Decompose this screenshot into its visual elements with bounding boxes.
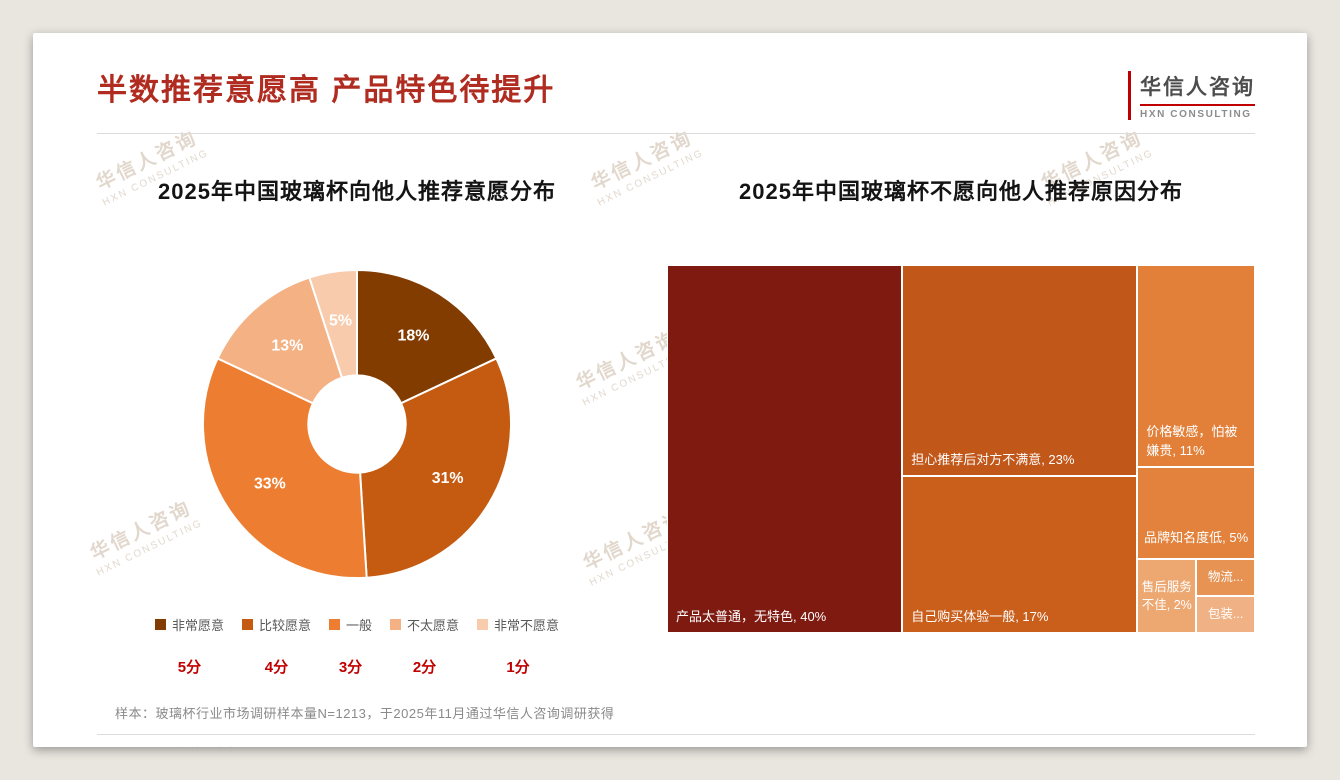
header: 半数推荐意愿高 产品特色待提升 华信人咨询 HXN CONSULTING [97, 71, 1255, 120]
donut-segment [216, 275, 344, 405]
page-title: 半数推荐意愿高 产品特色待提升 [97, 74, 556, 107]
donut-value-label: 31% [432, 470, 464, 487]
website-url: www.hxrcon.com [1158, 745, 1249, 747]
legend-item: 比较愿意 4分 [241, 615, 311, 677]
legend-swatch-icon [390, 618, 401, 630]
treemap-cell-label: 担心推荐后对方不满意, 23% [911, 452, 1075, 468]
donut-segment [202, 356, 368, 579]
donut-segment [359, 356, 513, 579]
copyright-text: ©2026.1 HXR华信人咨询 [103, 744, 237, 747]
treemap-cell: 担心推荐后对方不满意, 23% [902, 264, 1138, 477]
donut-value-label: 33% [254, 475, 286, 492]
legend-item: 非常愿意 5分 [154, 615, 224, 677]
donut-segment [356, 268, 498, 405]
charts-row: 2025年中国玻璃杯向他人推荐意愿分布 18% 31% 33% 13% 5% 非常愿意 5… [97, 134, 1255, 677]
footer: ©2026.1 HXR华信人咨询 www.hxrcon.com [97, 735, 1255, 747]
logo-red-bar-icon [1128, 71, 1131, 120]
legend-item: 非常不愿意 1分 [477, 615, 559, 677]
treemap-chart-title: 2025年中国玻璃杯不愿向他人推荐原因分布 [739, 179, 1183, 204]
treemap-cell-label: 品牌知名度低, 5% [1144, 530, 1249, 546]
legend-swatch-icon [477, 618, 489, 630]
header-divider [97, 133, 1255, 134]
treemap-cell-label: 自己购买体验一般, 17% [911, 608, 1049, 624]
logo-text: 华信人咨询 HXN CONSULTING [1140, 71, 1255, 120]
treemap-cell-label: 价格敏感，怕被嫌贵, 11% [1146, 424, 1238, 459]
legend-label: 一般 [345, 617, 372, 633]
treemap-chart: 产品太普通，无特色, 40% 担心推荐后对方不满意, 23% 自己购买体验一般, 1… [667, 264, 1255, 633]
legend-swatch-icon [241, 618, 253, 630]
legend-label: 非常愿意 [171, 617, 224, 633]
treemap-cell: 包装... [1196, 595, 1255, 633]
donut-value-label: 18% [398, 327, 430, 344]
legend-score: 1分 [506, 658, 530, 676]
treemap-cell: 售后服务不佳, 2% [1137, 558, 1197, 633]
treemap-cell: 物流... [1196, 558, 1255, 596]
logo-en-text: HXN CONSULTING [1140, 104, 1255, 120]
company-logo: 华信人咨询 HXN CONSULTING [1128, 71, 1255, 120]
treemap-cell-label: 物流... [1207, 570, 1244, 585]
footer-divider [97, 733, 1255, 735]
legend-swatch-icon [328, 618, 340, 630]
treemap-cell: 自己购买体验一般, 17% [902, 476, 1138, 633]
treemap-cell-label: 售后服务不佳, 2% [1141, 579, 1192, 612]
legend-label: 非常不愿意 [494, 617, 560, 633]
donut-legend: 非常愿意 5分 比较愿意 4分 一般 3分 不太愿意 2分 非常不愿意 1分 [154, 615, 559, 677]
donut-panel: 2025年中国玻璃杯向他人推荐意愿分布 18% 31% 33% 13% 5% 非常愿意 5… [97, 134, 617, 677]
donut-chart-title: 2025年中国玻璃杯向他人推荐意愿分布 [158, 179, 556, 204]
donut-value-label: 13% [271, 337, 303, 354]
slide-content: 半数推荐意愿高 产品特色待提升 华信人咨询 HXN CONSULTING 202… [33, 33, 1307, 747]
legend-swatch-icon [154, 618, 166, 630]
legend-score: 3分 [338, 658, 363, 676]
legend-score: 2分 [412, 658, 437, 676]
donut-chart: 18% 31% 33% 13% 5% [202, 268, 513, 579]
logo-cn-text: 华信人咨询 [1140, 76, 1255, 99]
legend-label: 不太愿意 [407, 617, 460, 633]
legend-score: 5分 [177, 658, 202, 676]
legend-score: 4分 [264, 658, 289, 676]
treemap-cell: 品牌知名度低, 5% [1137, 466, 1255, 559]
treemap-cell: 产品太普通，无特色, 40% [667, 264, 903, 633]
donut-segment [308, 268, 358, 379]
legend-item: 不太愿意 2分 [390, 615, 459, 677]
legend-item: 一般 3分 [328, 615, 372, 677]
treemap-cell-label: 产品太普通，无特色, 40% [676, 608, 827, 624]
treemap-cell-label: 包装... [1207, 607, 1244, 622]
slide-card: 华信人咨询 HXN CONSULTING 华信人咨询 HXN CONSULTING 华信… [33, 33, 1307, 747]
sample-footnote: 样本：玻璃杯行业市场调研样本量N=1213，于2025年11月通过华信人咨询调研… [115, 705, 615, 721]
treemap-cell: 价格敏感，怕被嫌贵, 11% [1137, 264, 1255, 467]
donut-value-label: 5% [329, 312, 352, 329]
treemap-panel: 2025年中国玻璃杯不愿向他人推荐原因分布 产品太普通，无特色, 40% 担心推荐… [667, 134, 1255, 677]
legend-label: 比较愿意 [258, 617, 311, 633]
